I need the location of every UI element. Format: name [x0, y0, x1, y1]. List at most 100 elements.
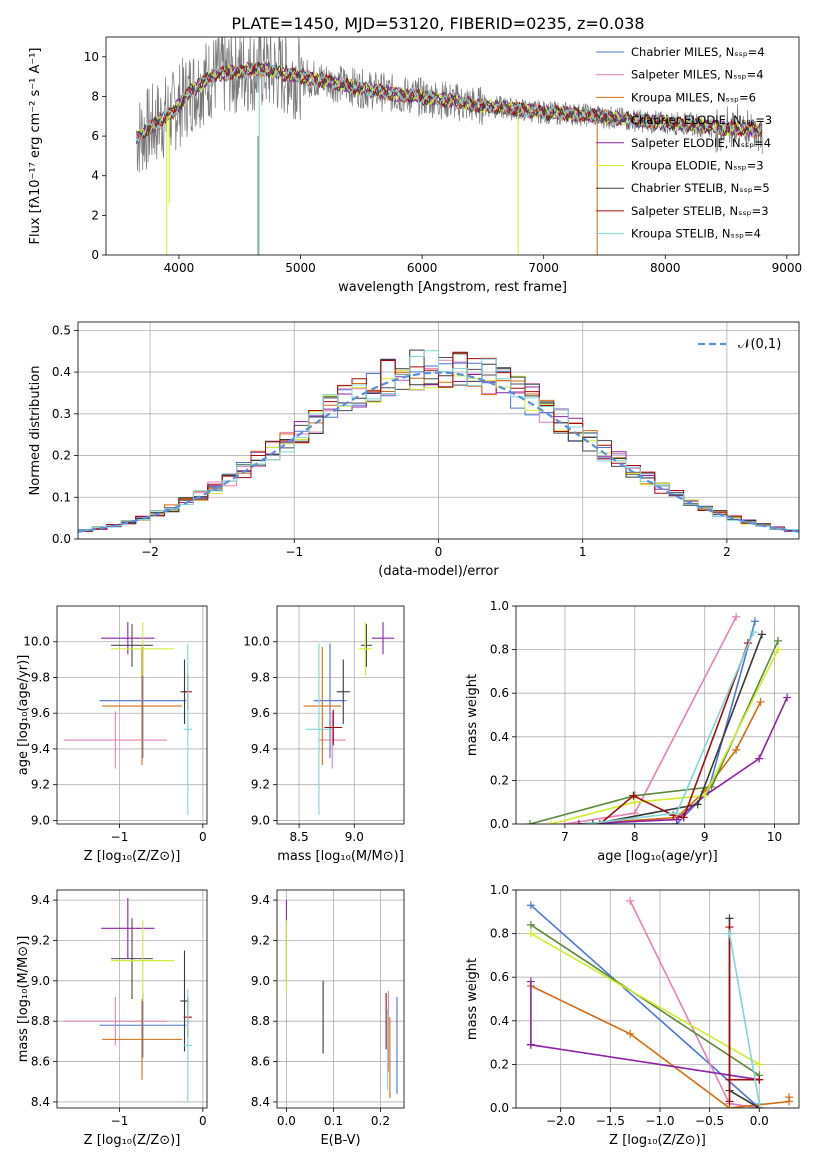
legend-label: Chabrier ELODIE, Nₛₛₚ=3	[631, 113, 772, 127]
x-axis-label: age [log₁₀(age/yr)]	[597, 849, 718, 864]
axes-frame	[56, 889, 208, 1109]
y-tick-label: 9.2	[31, 933, 50, 947]
massweight-line	[585, 631, 755, 824]
y-axis-label: Normed distribution	[28, 366, 43, 496]
x-tick-label: 0.1	[324, 1114, 343, 1128]
x-axis-label: Z [log₁₀(Z/Z⊙)]	[84, 849, 181, 864]
x-tick-label: 8000	[650, 261, 681, 275]
y-axis-label: Flux [fλ10⁻¹⁷ erg cm⁻² s⁻¹ A⁻¹]	[28, 48, 43, 245]
axes-frame	[105, 36, 800, 256]
axes-frame	[276, 889, 405, 1109]
panel-age-massweight: 7 8 9 10 0.0 0.2 0.4 0.6 0.8 1.0 age [log₁₀(age/yr…	[465, 599, 800, 864]
y-axis-label: mass [log₁₀(M/M⊙)]	[16, 936, 31, 1063]
errorbar-point	[180, 950, 189, 1052]
x-tick-label: −1	[111, 830, 129, 844]
histogram-kroupa-stelib	[78, 350, 799, 534]
errorbar-point	[102, 999, 182, 1080]
y-tick-label: 4	[91, 169, 99, 183]
y-tick-label: 0.0	[490, 817, 509, 831]
y-tick-label: 9.0	[31, 813, 50, 827]
x-tick-label: −2.0	[546, 1114, 575, 1128]
y-tick-label: 9.8	[251, 670, 270, 684]
y-tick-label: 0.5	[52, 323, 71, 337]
plus-marker	[725, 929, 734, 938]
plus-marker	[774, 636, 783, 645]
plus-marker	[526, 1040, 535, 1049]
panel-spectrum: 4000 5000 6000 7000 8000 9000 0 2 4 6 8 10 Chabrier …	[28, 36, 802, 295]
y-tick-label: 0.0	[490, 1101, 509, 1115]
plus-marker	[679, 813, 688, 822]
axes-frame	[77, 321, 800, 540]
x-tick-label: 0	[199, 1114, 207, 1128]
x-tick-label: 2	[723, 545, 731, 559]
legend-label: 𝒩(0,1)	[738, 337, 781, 352]
plus-marker	[755, 1099, 764, 1108]
plus-marker	[785, 1093, 794, 1102]
legend-label: Kroupa MILES, Nₛₛₚ=6	[631, 90, 756, 104]
plus-marker	[757, 630, 766, 639]
y-tick-label: 0.4	[490, 730, 509, 744]
x-tick-label: −0.5	[695, 1114, 724, 1128]
errorbar-point	[111, 920, 175, 1002]
x-tick-label: 0.0	[277, 1114, 296, 1128]
x-tick-label: 10	[767, 830, 782, 844]
errorbar-point	[336, 659, 350, 724]
x-tick-label: −1.0	[645, 1114, 674, 1128]
plus-marker	[749, 628, 758, 637]
y-tick-label: 9.8	[31, 670, 50, 684]
x-tick-label: 0.2	[371, 1114, 390, 1128]
plus-marker	[630, 798, 639, 807]
y-tick-label: 8.4	[31, 1095, 50, 1109]
legend-label: Chabrier MILES, Nₛₛₚ=4	[631, 45, 765, 59]
plus-marker	[774, 645, 783, 654]
axes-frame	[515, 605, 800, 825]
y-tick-label: 9.2	[31, 778, 50, 792]
plus-marker	[560, 820, 569, 824]
errorbar-point	[63, 996, 167, 1046]
plot-area-residuals	[78, 349, 799, 534]
y-tick-label: 0.2	[490, 773, 509, 787]
x-tick-label: −2	[141, 545, 159, 559]
y-tick-label: 2	[91, 208, 99, 222]
x-tick-label: 5000	[285, 261, 316, 275]
massweight-line	[530, 924, 760, 1076]
massweight-line	[529, 640, 779, 824]
figure-title: PLATE=1450, MJD=53120, FIBERID=0235, z=0…	[231, 14, 644, 33]
plus-marker	[750, 617, 759, 626]
massweight-line	[530, 904, 761, 1108]
y-tick-label: 0	[91, 248, 99, 262]
x-tick-label: 8	[631, 830, 639, 844]
y-tick-label: 9.6	[251, 706, 270, 720]
panel-ebv-mass: 0.0 0.1 0.2 8.4 8.6 8.8 9.0 9.2 9.4 E(B-V)	[251, 889, 405, 1148]
y-tick-label: 0.4	[52, 365, 71, 379]
errorbar-point	[183, 988, 192, 1102]
panel-residuals: −2 −1 0 1 2 0.0 0.1 0.2 0.3 0.4 0.5 𝒩(0,1) (data-mod…	[28, 321, 800, 579]
errorbar-point	[101, 898, 155, 959]
y-tick-label: 9.6	[31, 706, 50, 720]
plot-area-z-massweight	[526, 896, 794, 1108]
x-tick-label: 6000	[407, 261, 438, 275]
plus-marker	[574, 820, 583, 824]
plot-area-spectrum	[135, 37, 763, 255]
plus-marker	[755, 1060, 764, 1069]
x-axis-label: Z [log₁₀(Z/Z⊙)]	[609, 1133, 706, 1148]
plus-marker	[672, 809, 681, 818]
y-tick-label: 1.0	[490, 599, 509, 613]
plus-marker	[755, 754, 764, 763]
errorbar-point	[111, 918, 153, 999]
errorbar-point	[99, 992, 187, 1058]
panel-mass-age: 8.5 9.0 9.0 9.2 9.4 9.6 9.8 10.0 mass [log₁₀(M/M…	[243, 605, 405, 864]
massweight-line	[728, 933, 761, 1104]
y-tick-label: 9.2	[251, 933, 270, 947]
plus-marker	[700, 791, 709, 800]
y-tick-label: 8	[91, 89, 99, 103]
x-tick-label: 0.0	[750, 1114, 769, 1128]
y-tick-label: 8.6	[31, 1055, 50, 1069]
y-tick-label: 9.4	[251, 742, 270, 756]
plus-marker	[526, 929, 535, 938]
x-tick-label: 9	[701, 830, 709, 844]
plus-marker	[588, 820, 597, 824]
y-tick-label: 0.1	[52, 490, 71, 504]
y-tick-label: 8.8	[31, 1014, 50, 1028]
x-tick-label: 8.5	[290, 830, 309, 844]
